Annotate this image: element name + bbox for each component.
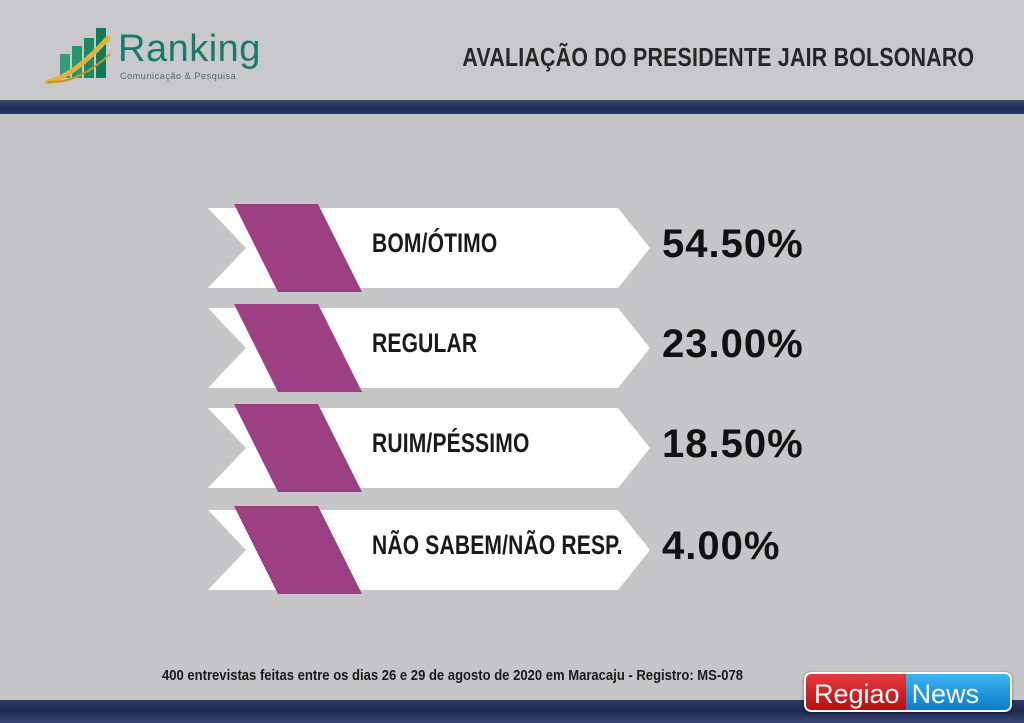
row-banner: [208, 404, 650, 492]
bar-chart-swoosh-icon: [45, 28, 111, 85]
regiaonews-watermark: Regiao News: [804, 672, 1012, 712]
logo-name: Ranking: [118, 28, 261, 70]
row-label: RUIM/PÉSSIMO: [372, 428, 530, 458]
result-row: REGULAR 23.00%: [208, 304, 828, 392]
row-value: 18.50%: [662, 422, 804, 466]
row-label: REGULAR: [372, 328, 478, 358]
row-label: BOM/ÓTIMO: [372, 228, 498, 258]
page-title: AVALIAÇÃO DO PRESIDENTE JAIR BOLSONARO: [462, 42, 974, 72]
watermark-part2: News: [905, 672, 1012, 712]
header: Ranking Comunicação & Pesquisa AVALIAÇÃO…: [0, 0, 1024, 100]
survey-footnote: 400 entrevistas feitas entre os dias 26 …: [162, 668, 743, 684]
header-divider: [0, 100, 1024, 114]
logo-subtitle: Comunicação & Pesquisa: [120, 71, 237, 81]
footer-divider: [0, 700, 1024, 723]
watermark-part1: Regiao: [804, 672, 906, 712]
result-row: NÃO SABEM/NÃO RESP. 4.00%: [208, 506, 828, 594]
row-banner: [208, 304, 650, 392]
row-banner: [208, 204, 650, 292]
row-value: 54.50%: [662, 222, 804, 266]
result-row: RUIM/PÉSSIMO 18.50%: [208, 404, 828, 492]
result-row: BOM/ÓTIMO 54.50%: [208, 204, 828, 292]
row-value: 23.00%: [662, 322, 804, 366]
row-banner: [208, 506, 650, 594]
ranking-logo: Ranking Comunicação & Pesquisa: [44, 24, 274, 88]
row-label: NÃO SABEM/NÃO RESP.: [372, 530, 623, 560]
row-value: 4.00%: [662, 524, 781, 568]
